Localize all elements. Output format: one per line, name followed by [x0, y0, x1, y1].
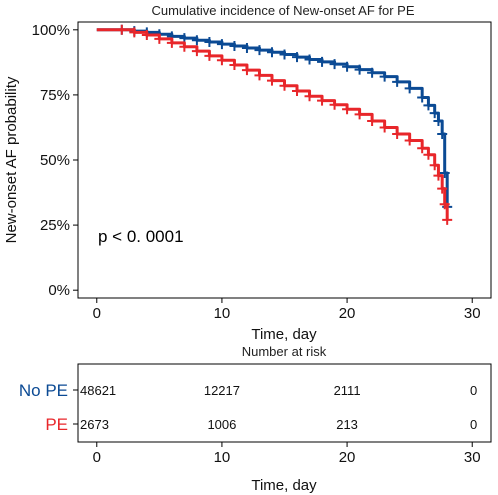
y-tick-label: 75% — [40, 87, 70, 104]
censor-mark-pe — [292, 86, 303, 96]
risk-x-tick-label: 20 — [339, 449, 356, 466]
censor-mark-pe — [433, 170, 444, 181]
censor-mark-no-pe — [429, 108, 440, 119]
censor-mark-pe — [442, 214, 453, 225]
risk-x-tick-label: 10 — [214, 449, 231, 466]
censor-mark-no-pe — [404, 83, 415, 94]
censor-mark-no-pe — [317, 56, 328, 67]
censor-mark-pe — [354, 109, 365, 120]
censor-mark-pe — [116, 24, 127, 35]
censor-mark-pe — [439, 199, 450, 210]
censor-mark-no-pe — [304, 54, 315, 65]
censor-mark-no-pe — [342, 61, 353, 72]
risk-row-label-no-pe: No PE — [19, 381, 68, 400]
censor-mark-no-pe — [437, 128, 448, 139]
censor-mark-no-pe — [367, 67, 378, 78]
censor-mark-no-pe — [392, 76, 403, 87]
y-axis-ticks: 0% 25% 50% 75% 100% — [32, 22, 78, 299]
risk-x-axis-ticks: 0 10 20 30 — [93, 442, 481, 466]
censor-mark-no-pe — [379, 71, 390, 82]
censor-mark-pe — [392, 128, 403, 139]
censor-mark-no-pe — [439, 168, 450, 179]
y-tick-label: 0% — [48, 282, 70, 299]
censor-mark-no-pe — [241, 43, 252, 54]
censor-mark-pe — [229, 59, 240, 70]
censor-mark-pe — [437, 183, 448, 194]
risk-table-title: Number at risk — [242, 344, 327, 359]
x-axis-ticks: 0 10 20 30 — [93, 298, 481, 322]
censor-mark-no-pe — [417, 92, 428, 103]
y-axis-label: New-onset AF probability — [3, 76, 20, 243]
x-tick-label: 20 — [339, 305, 356, 322]
censor-mark-pe — [423, 149, 434, 160]
risk-cell-pe: 2673 — [80, 417, 109, 432]
censor-mark-pe — [279, 80, 290, 91]
risk-x-tick-label: 30 — [464, 449, 481, 466]
censor-mark-pe — [241, 65, 252, 76]
censor-mark-pe — [129, 27, 140, 38]
risk-cell-pe: 213 — [336, 417, 358, 432]
censor-mark-no-pe — [354, 64, 365, 75]
censor-mark-pe — [304, 91, 315, 102]
censor-mark-no-pe — [279, 49, 290, 60]
censor-mark-pe — [317, 95, 328, 106]
censor-mark-pe — [216, 55, 227, 66]
censor-mark-no-pe — [216, 39, 227, 50]
x-tick-label: 0 — [93, 305, 101, 322]
censor-mark-pe — [429, 160, 440, 171]
x-tick-label: 10 — [214, 305, 231, 322]
censor-mark-no-pe — [229, 40, 240, 51]
censor-mark-pe — [379, 122, 390, 133]
censor-mark-no-pe — [254, 45, 265, 56]
plot-panel — [77, 21, 492, 299]
chart-title: Cumulative incidence of New-onset AF for… — [151, 3, 414, 18]
censor-mark-pe — [417, 143, 428, 154]
censor-mark-no-pe — [329, 59, 340, 70]
censor-mark-pe — [166, 37, 177, 48]
censor-mark-pe — [342, 104, 353, 115]
censor-mark-pe — [154, 33, 165, 44]
censor-mark-pe — [367, 115, 378, 126]
censor-mark-no-pe — [204, 37, 215, 48]
risk-x-axis-label: Time, day — [251, 477, 317, 494]
censor-mark-pe — [204, 50, 215, 61]
risk-row-label-pe: PE — [45, 415, 68, 434]
censor-mark-pe — [179, 41, 190, 52]
risk-cell-pe: 0 — [470, 417, 477, 432]
censor-mark-pe — [329, 99, 340, 110]
censor-mark-no-pe — [292, 52, 303, 63]
censor-mark-no-pe — [433, 115, 444, 126]
censor-mark-pe — [266, 75, 277, 86]
risk-table-panel — [77, 363, 492, 443]
censor-mark-no-pe — [191, 35, 202, 46]
y-tick-label: 25% — [40, 217, 70, 234]
censor-mark-no-pe — [423, 100, 434, 111]
p-value-annotation: p < 0. 0001 — [98, 227, 184, 246]
x-tick-label: 30 — [464, 305, 481, 322]
risk-table-rows: No PE 48621 12217 2111 0 PE 2673 1006 213 0 — [19, 381, 477, 434]
censor-mark-pe — [191, 46, 202, 57]
series-lines — [96, 24, 453, 225]
censor-mark-no-pe — [266, 47, 277, 58]
risk-cell-no-pe: 2111 — [334, 383, 361, 398]
series-line-pe — [96, 28, 449, 220]
risk-cell-no-pe: 12217 — [204, 383, 240, 398]
y-tick-label: 50% — [40, 152, 70, 169]
risk-cell-pe: 1006 — [207, 417, 236, 432]
x-axis-label: Time, day — [251, 326, 317, 343]
risk-cell-no-pe: 48621 — [80, 383, 116, 398]
censor-mark-pe — [254, 70, 265, 81]
censor-mark-pe — [404, 135, 415, 146]
risk-cell-no-pe: 0 — [470, 383, 477, 398]
risk-x-tick-label: 0 — [93, 449, 101, 466]
censor-mark-pe — [141, 30, 152, 41]
y-tick-label: 100% — [32, 22, 70, 39]
